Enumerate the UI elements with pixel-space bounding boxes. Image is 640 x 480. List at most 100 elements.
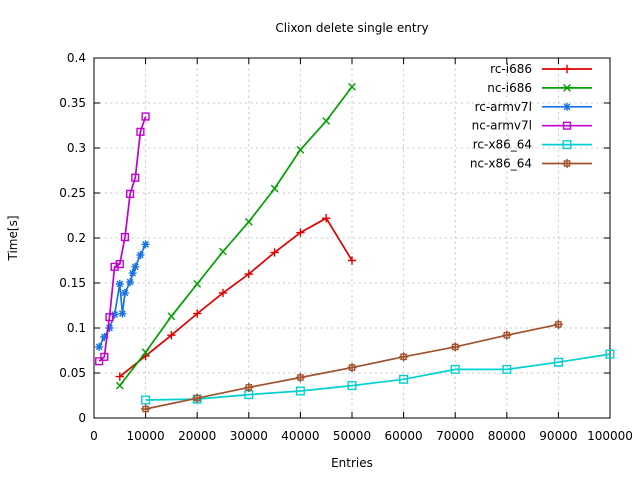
cross-marker bbox=[563, 84, 571, 92]
plus-marker bbox=[562, 64, 572, 74]
legend-item-nc-armv7l: nc-armv7l bbox=[472, 119, 592, 133]
series-nc-i686 bbox=[115, 82, 356, 390]
legend-item-rc-x86_64: rc-x86_64 bbox=[473, 138, 592, 152]
legend-item-nc-i686: nc-i686 bbox=[487, 81, 592, 95]
legend-label: nc-armv7l bbox=[472, 119, 532, 133]
x-tick-label: 60000 bbox=[385, 429, 423, 443]
plus-marker bbox=[296, 228, 305, 237]
y-tick-label: 0.25 bbox=[59, 186, 86, 200]
asterisk-marker bbox=[95, 342, 104, 351]
series-nc-x86_64 bbox=[141, 319, 563, 414]
square-plus-marker bbox=[450, 342, 460, 352]
series-nc-armv7l bbox=[95, 112, 150, 366]
legend-item-rc-i686: rc-i686 bbox=[490, 62, 592, 76]
square-plus-marker bbox=[192, 393, 202, 403]
x-tick-label: 30000 bbox=[230, 429, 268, 443]
asterisk-marker bbox=[118, 309, 127, 318]
filled-square-marker bbox=[399, 374, 409, 384]
x-tick-label: 100000 bbox=[587, 429, 633, 443]
square-plus-marker bbox=[295, 372, 305, 383]
cross-marker bbox=[193, 280, 202, 288]
y-tick-label: 0 bbox=[78, 411, 86, 425]
open-square-marker bbox=[141, 112, 150, 121]
legend-item-rc-armv7l: rc-armv7l bbox=[475, 100, 592, 114]
axis-layer: 0 10000 20000 30000 40000 50000 60000 70000 8000… bbox=[59, 51, 633, 443]
x-axis-label: Entries bbox=[331, 456, 373, 470]
legend-label: rc-armv7l bbox=[475, 100, 532, 114]
cross-marker bbox=[296, 145, 305, 154]
asterisk-marker bbox=[126, 278, 135, 287]
asterisk-marker bbox=[141, 240, 150, 249]
asterisk-marker bbox=[100, 333, 109, 341]
filled-square-marker bbox=[553, 357, 563, 367]
asterisk-marker bbox=[105, 324, 114, 332]
filled-square-marker bbox=[562, 140, 572, 150]
square-plus-marker bbox=[562, 158, 572, 169]
cross-marker bbox=[115, 381, 124, 390]
cross-marker bbox=[219, 247, 227, 256]
grid-layer bbox=[93, 57, 611, 419]
filled-square-marker bbox=[502, 364, 512, 374]
filled-square-marker bbox=[295, 386, 305, 396]
y-tick-label: 0.2 bbox=[67, 231, 86, 245]
filled-square-marker bbox=[244, 390, 254, 400]
x-tick-label: 80000 bbox=[488, 429, 526, 443]
series-rc-x86_64 bbox=[141, 349, 615, 405]
plus-marker bbox=[218, 288, 228, 298]
series-rc-i686 bbox=[115, 214, 357, 381]
asterisk-marker bbox=[110, 310, 119, 319]
plus-marker bbox=[270, 248, 279, 257]
open-square-marker bbox=[105, 313, 114, 322]
cross-marker bbox=[322, 117, 331, 125]
filled-square-marker bbox=[450, 364, 460, 374]
x-tick-label: 0 bbox=[90, 429, 98, 443]
asterisk-marker bbox=[120, 288, 129, 297]
x-tick-label: 90000 bbox=[539, 429, 577, 443]
y-tick-label: 0.05 bbox=[59, 366, 86, 380]
open-square-marker bbox=[126, 189, 135, 198]
series-layer bbox=[95, 82, 615, 414]
y-tick-label: 0.4 bbox=[67, 51, 86, 65]
x-tick-label: 10000 bbox=[127, 429, 165, 443]
square-plus-marker bbox=[141, 404, 151, 414]
series-rc-armv7l bbox=[95, 240, 150, 351]
x-tick-label: 50000 bbox=[333, 429, 371, 443]
x-tick-label: 20000 bbox=[178, 429, 216, 443]
asterisk-marker bbox=[563, 102, 571, 111]
open-square-marker bbox=[562, 121, 572, 130]
plus-marker bbox=[167, 331, 176, 340]
plot-border bbox=[93, 57, 611, 419]
y-tick-label: 0.1 bbox=[67, 321, 86, 335]
legend-label: rc-i686 bbox=[490, 62, 532, 76]
series-line-nc-armv7l bbox=[98, 116, 147, 362]
legend-label: nc-i686 bbox=[487, 81, 532, 95]
x-tick-label: 40000 bbox=[281, 429, 319, 443]
square-plus-marker bbox=[553, 319, 563, 329]
cross-marker bbox=[270, 184, 279, 193]
square-plus-marker bbox=[347, 363, 357, 373]
y-axis-label: Time[s] bbox=[6, 216, 20, 262]
series-line-rc-i686 bbox=[119, 217, 353, 378]
asterisk-marker bbox=[136, 251, 145, 260]
cross-marker bbox=[348, 82, 356, 91]
square-plus-marker bbox=[399, 352, 409, 362]
filled-square-marker bbox=[347, 381, 357, 391]
plus-marker bbox=[322, 214, 331, 223]
filled-square-marker bbox=[605, 349, 615, 359]
asterisk-marker bbox=[115, 279, 124, 288]
series-line-rc-x86_64 bbox=[145, 353, 611, 401]
plus-marker bbox=[193, 309, 202, 318]
asterisk-marker bbox=[128, 269, 137, 278]
cross-marker bbox=[141, 348, 150, 357]
plus-marker bbox=[115, 372, 124, 381]
x-tick-label: 70000 bbox=[436, 429, 474, 443]
plus-marker bbox=[347, 256, 357, 265]
legend-item-nc-x86_64: nc-x86_64 bbox=[470, 157, 592, 171]
plus-marker bbox=[244, 269, 253, 279]
legend-label: nc-x86_64 bbox=[470, 157, 532, 171]
legend-label: rc-x86_64 bbox=[473, 138, 532, 152]
open-square-marker bbox=[120, 233, 130, 242]
square-plus-marker bbox=[244, 382, 254, 392]
